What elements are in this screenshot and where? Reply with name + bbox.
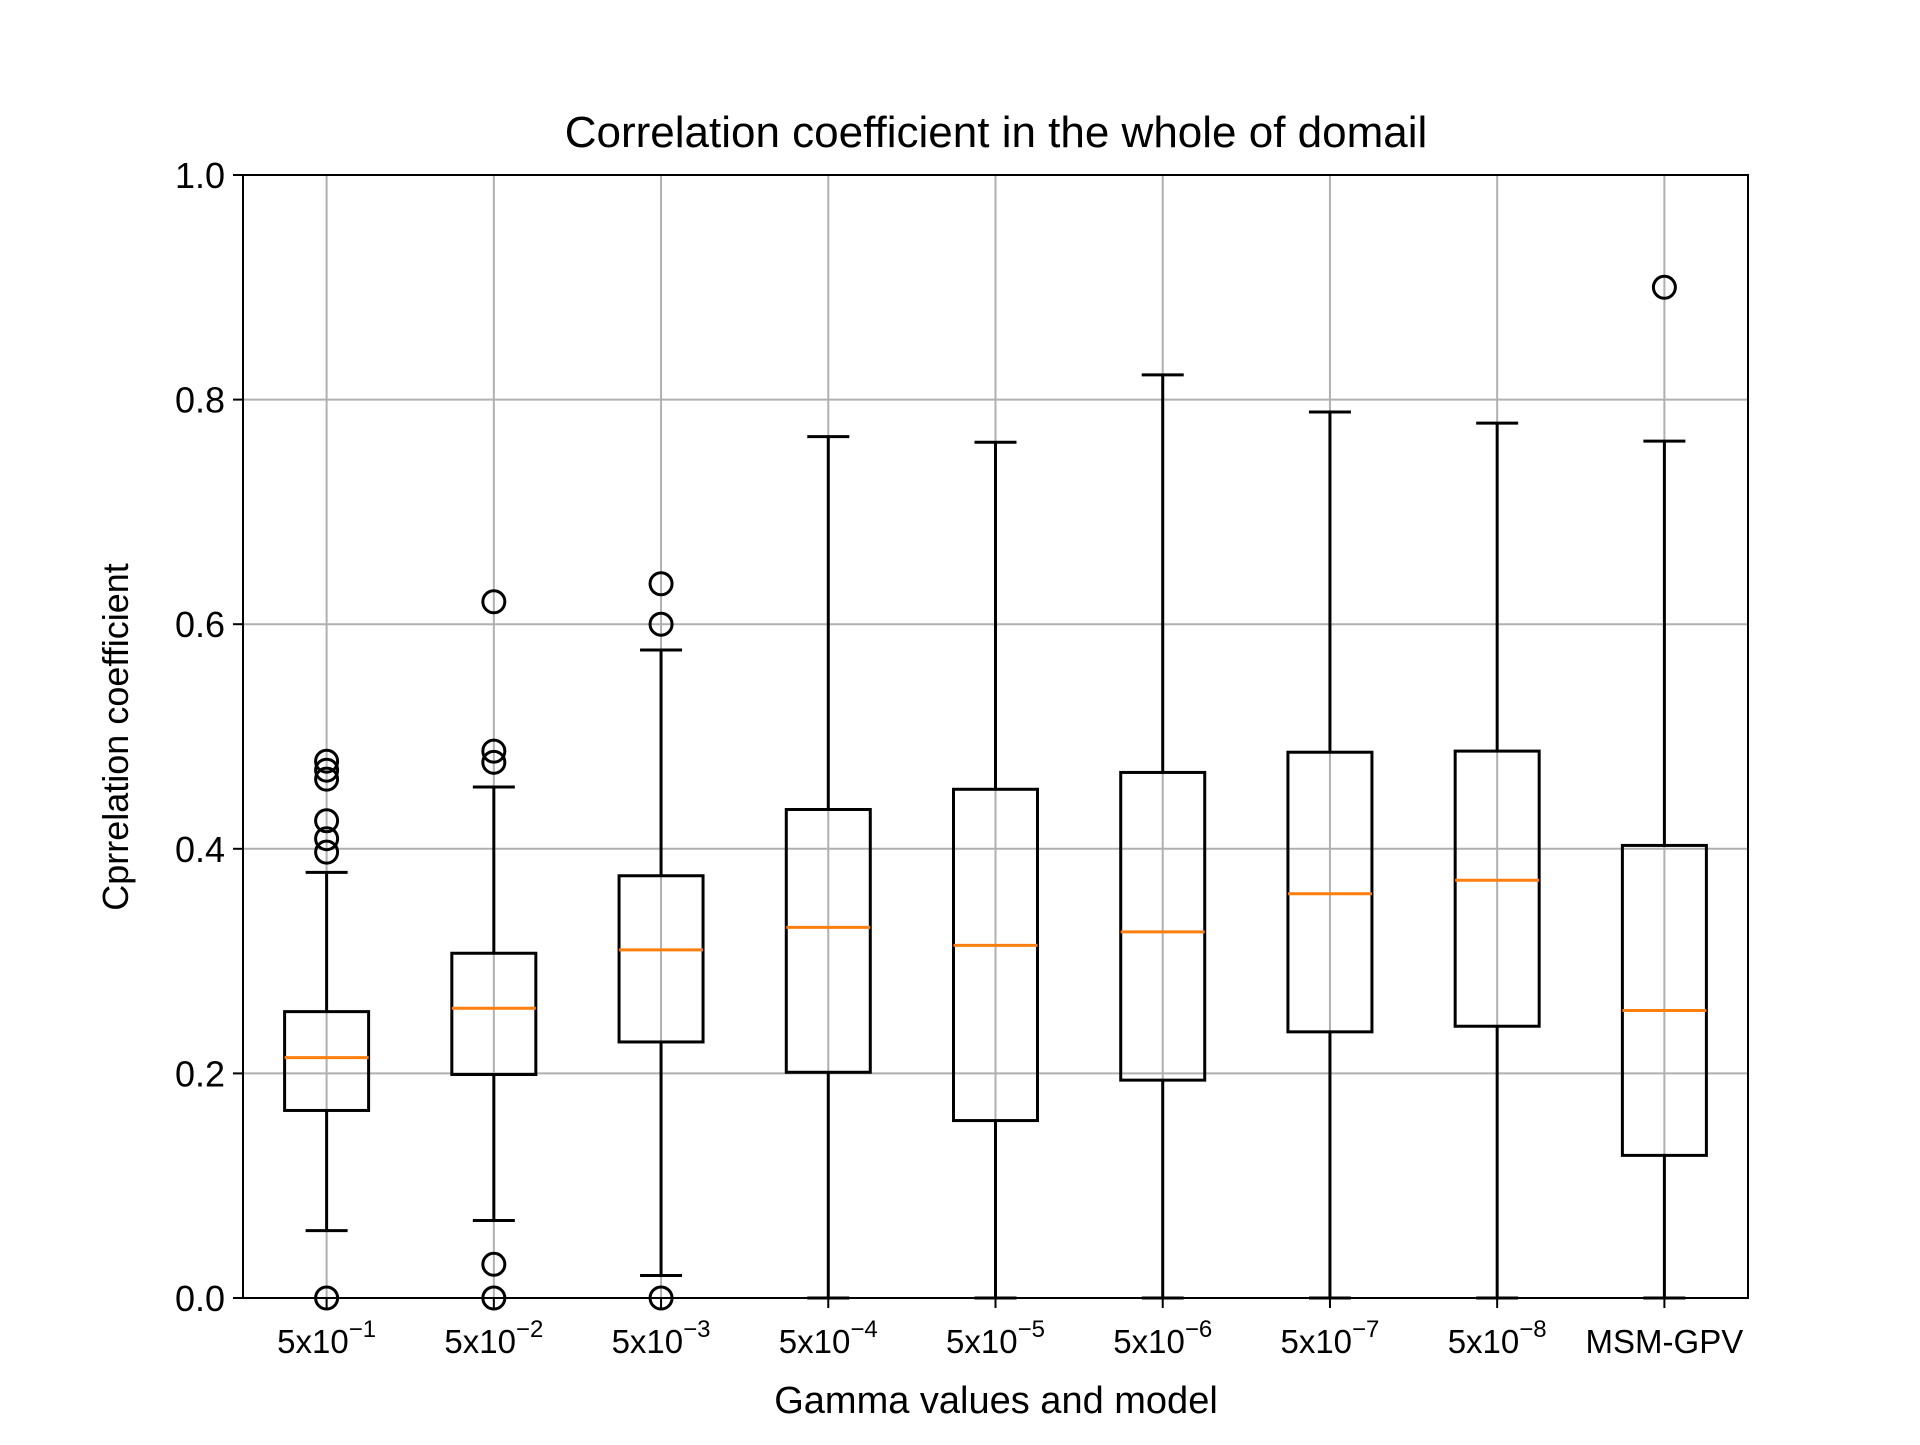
x-tick-label: 5x10−5 <box>946 1316 1045 1360</box>
iqr-box <box>283 1010 371 1112</box>
x-tick-label: 5x10−3 <box>612 1316 711 1360</box>
iqr-box <box>952 787 1039 1123</box>
outlier-point <box>481 589 507 615</box>
box-group <box>1620 274 1708 1300</box>
iqr-box <box>1286 750 1374 1034</box>
y-tick-label: 0.0 <box>175 1278 225 1319</box>
x-tick-label: 5x10−7 <box>1280 1316 1379 1360</box>
outlier-point <box>314 766 340 792</box>
iqr-box <box>450 951 538 1077</box>
box-group <box>450 589 538 1311</box>
box-group <box>952 440 1039 1300</box>
outlier-point <box>314 748 340 774</box>
x-tick-label: 5x10−2 <box>444 1316 543 1360</box>
outlier-point <box>1651 274 1677 300</box>
y-tick-label: 0.4 <box>175 829 225 870</box>
outlier-point <box>314 757 340 783</box>
tick-layer: 0.0 0.2 0.4 0.6 0.8 1.0 5x10−1 5x10−2 5x10−3 5x10… <box>175 155 1743 1360</box>
outlier-point <box>648 571 674 597</box>
box-group <box>1286 410 1374 1300</box>
y-tick-label: 0.8 <box>175 380 225 421</box>
chart-title: Correlation coefficient in the whole of … <box>565 108 1428 157</box>
outlier-point <box>481 738 507 764</box>
outlier-point <box>314 808 340 834</box>
outlier-point <box>481 1251 507 1277</box>
y-axis-label: Cprrelation coefficient <box>95 563 136 911</box>
iqr-box <box>617 874 705 1044</box>
y-tick-label: 0.2 <box>175 1053 225 1094</box>
iqr-box <box>1620 843 1708 1157</box>
iqr-box <box>784 807 872 1074</box>
outlier-point <box>314 839 340 865</box>
x-axis-label: Gamma values and model <box>774 1380 1218 1422</box>
x-tick-label: 5x10−1 <box>277 1316 376 1360</box>
iqr-box <box>1453 749 1541 1028</box>
box-group <box>1119 373 1207 1300</box>
y-tick-label: 0.6 <box>175 604 225 645</box>
outlier-point <box>314 826 340 852</box>
iqr-box <box>1119 770 1207 1082</box>
x-tick-label: 5x10−6 <box>1113 1316 1212 1360</box>
x-tick-label: 5x10−8 <box>1448 1316 1547 1360</box>
box-group <box>1453 421 1541 1300</box>
x-tick-label: MSM-GPV <box>1586 1323 1744 1360</box>
y-tick-label: 1.0 <box>175 155 225 196</box>
x-tick-label: 5x10−4 <box>779 1316 878 1360</box>
box-layer <box>283 274 1708 1311</box>
outlier-point <box>481 749 507 775</box>
outlier-point <box>648 611 674 637</box>
